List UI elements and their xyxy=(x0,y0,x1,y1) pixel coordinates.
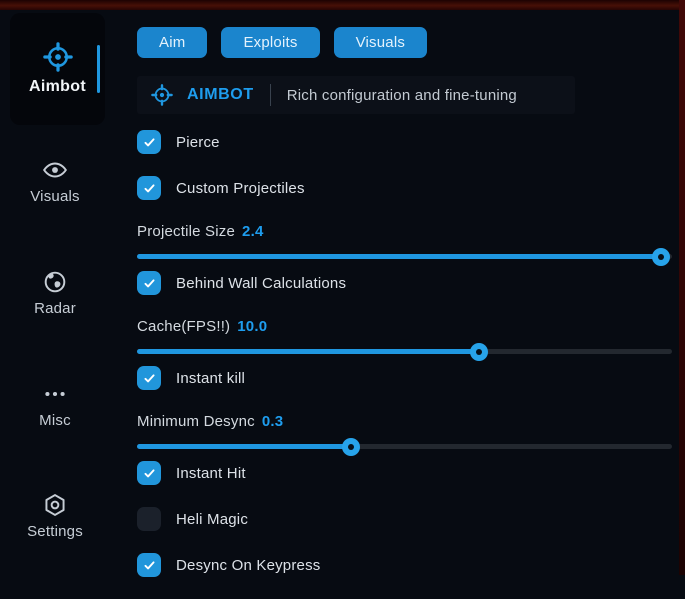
sidebar-item-label: Settings xyxy=(27,523,83,540)
sidebar-item-aimbot[interactable]: Aimbot xyxy=(10,13,105,125)
pierce-checkbox[interactable] xyxy=(137,130,161,154)
checkbox-label: Pierce xyxy=(176,133,220,151)
checkbox-label: Instant kill xyxy=(176,369,246,387)
slider-track xyxy=(137,444,672,449)
section-header: AIMBOT Rich configuration and fine-tunin… xyxy=(137,76,575,114)
controls-list: Pierce Custom Projectiles Projectile Siz… xyxy=(137,130,672,599)
instant-kill-checkbox[interactable] xyxy=(137,366,161,390)
slider-label: Cache(FPS!!) xyxy=(137,317,231,335)
slider-value: 10.0 xyxy=(237,317,268,335)
checkbox-row-instant-kill: Instant kill xyxy=(137,366,672,390)
slider-caption: Projectile Size 2.4 xyxy=(137,222,672,240)
sidebar: Aimbot Visuals Radar Misc Settings xyxy=(0,0,130,575)
crosshair-icon xyxy=(151,84,173,106)
section-subtitle: Rich configuration and fine-tuning xyxy=(286,86,517,104)
globe-icon xyxy=(42,269,68,295)
projectile-size-slider[interactable] xyxy=(137,248,672,266)
game-background-right-strip xyxy=(679,0,685,575)
slider-fill xyxy=(137,444,351,449)
desync-on-keypress-checkbox[interactable] xyxy=(137,553,161,577)
checkbox-row-behind-wall: Behind Wall Calculations xyxy=(137,271,672,295)
active-indicator xyxy=(97,45,100,93)
sidebar-item-label: Radar xyxy=(34,300,76,317)
cache-fps-slider[interactable] xyxy=(137,343,672,361)
section-title: AIMBOT xyxy=(187,86,254,103)
slider-group-minimum-desync: Minimum Desync 0.3 xyxy=(137,412,672,456)
custom-projectiles-checkbox[interactable] xyxy=(137,176,161,200)
slider-handle[interactable] xyxy=(652,248,671,266)
slider-caption: Cache(FPS!!) 10.0 xyxy=(137,317,672,335)
sidebar-item-label: Visuals xyxy=(30,188,80,205)
slider-caption: Minimum Desync 0.3 xyxy=(137,412,672,430)
minimum-desync-slider[interactable] xyxy=(137,438,672,456)
checkbox-row-instant-hit: Instant Hit xyxy=(137,461,672,485)
checkbox-row-heli-magic: Heli Magic xyxy=(137,507,672,531)
crosshair-icon xyxy=(42,42,73,72)
checkbox-label: Custom Projectiles xyxy=(176,179,305,197)
checkbox-label: Desync On Keypress xyxy=(176,556,321,574)
slider-label: Minimum Desync xyxy=(137,412,255,430)
tab-visuals[interactable]: Visuals xyxy=(333,27,428,58)
slider-handle[interactable] xyxy=(342,438,360,456)
behind-wall-checkbox[interactable] xyxy=(137,271,161,295)
game-background-top-strip xyxy=(0,0,685,10)
tab-bar: Aim Exploits Visuals xyxy=(137,27,428,58)
slider-fill xyxy=(137,254,662,259)
gear-icon xyxy=(42,492,68,518)
eye-icon xyxy=(42,157,68,183)
checkbox-row-custom-projectiles: Custom Projectiles xyxy=(137,176,672,200)
sidebar-item-radar[interactable]: Radar xyxy=(0,269,110,317)
sidebar-item-visuals[interactable]: Visuals xyxy=(0,157,110,205)
slider-value: 2.4 xyxy=(242,222,264,240)
checkbox-label: Instant Hit xyxy=(176,464,246,482)
ellipsis-icon xyxy=(42,381,68,407)
tab-exploits[interactable]: Exploits xyxy=(221,27,320,58)
sidebar-item-label: Aimbot xyxy=(29,78,86,95)
slider-group-cache: Cache(FPS!!) 10.0 xyxy=(137,317,672,361)
checkbox-label: Behind Wall Calculations xyxy=(176,274,347,292)
sidebar-item-settings[interactable]: Settings xyxy=(0,492,110,540)
slider-value: 0.3 xyxy=(261,412,284,430)
heli-magic-checkbox[interactable] xyxy=(137,507,161,531)
checkbox-label: Heli Magic xyxy=(176,510,249,528)
checkbox-row-desync-on-keypress: Desync On Keypress xyxy=(137,553,672,577)
instant-hit-checkbox[interactable] xyxy=(137,461,161,485)
slider-group-projectile-size: Projectile Size 2.4 xyxy=(137,222,672,266)
checkbox-row-pierce: Pierce xyxy=(137,130,672,154)
sidebar-item-label: Misc xyxy=(39,412,71,429)
slider-handle[interactable] xyxy=(470,343,489,361)
sidebar-item-misc[interactable]: Misc xyxy=(0,381,110,429)
slider-label: Projectile Size xyxy=(137,222,236,240)
divider xyxy=(269,84,271,106)
slider-fill xyxy=(137,349,480,354)
tab-aim[interactable]: Aim xyxy=(137,27,208,58)
